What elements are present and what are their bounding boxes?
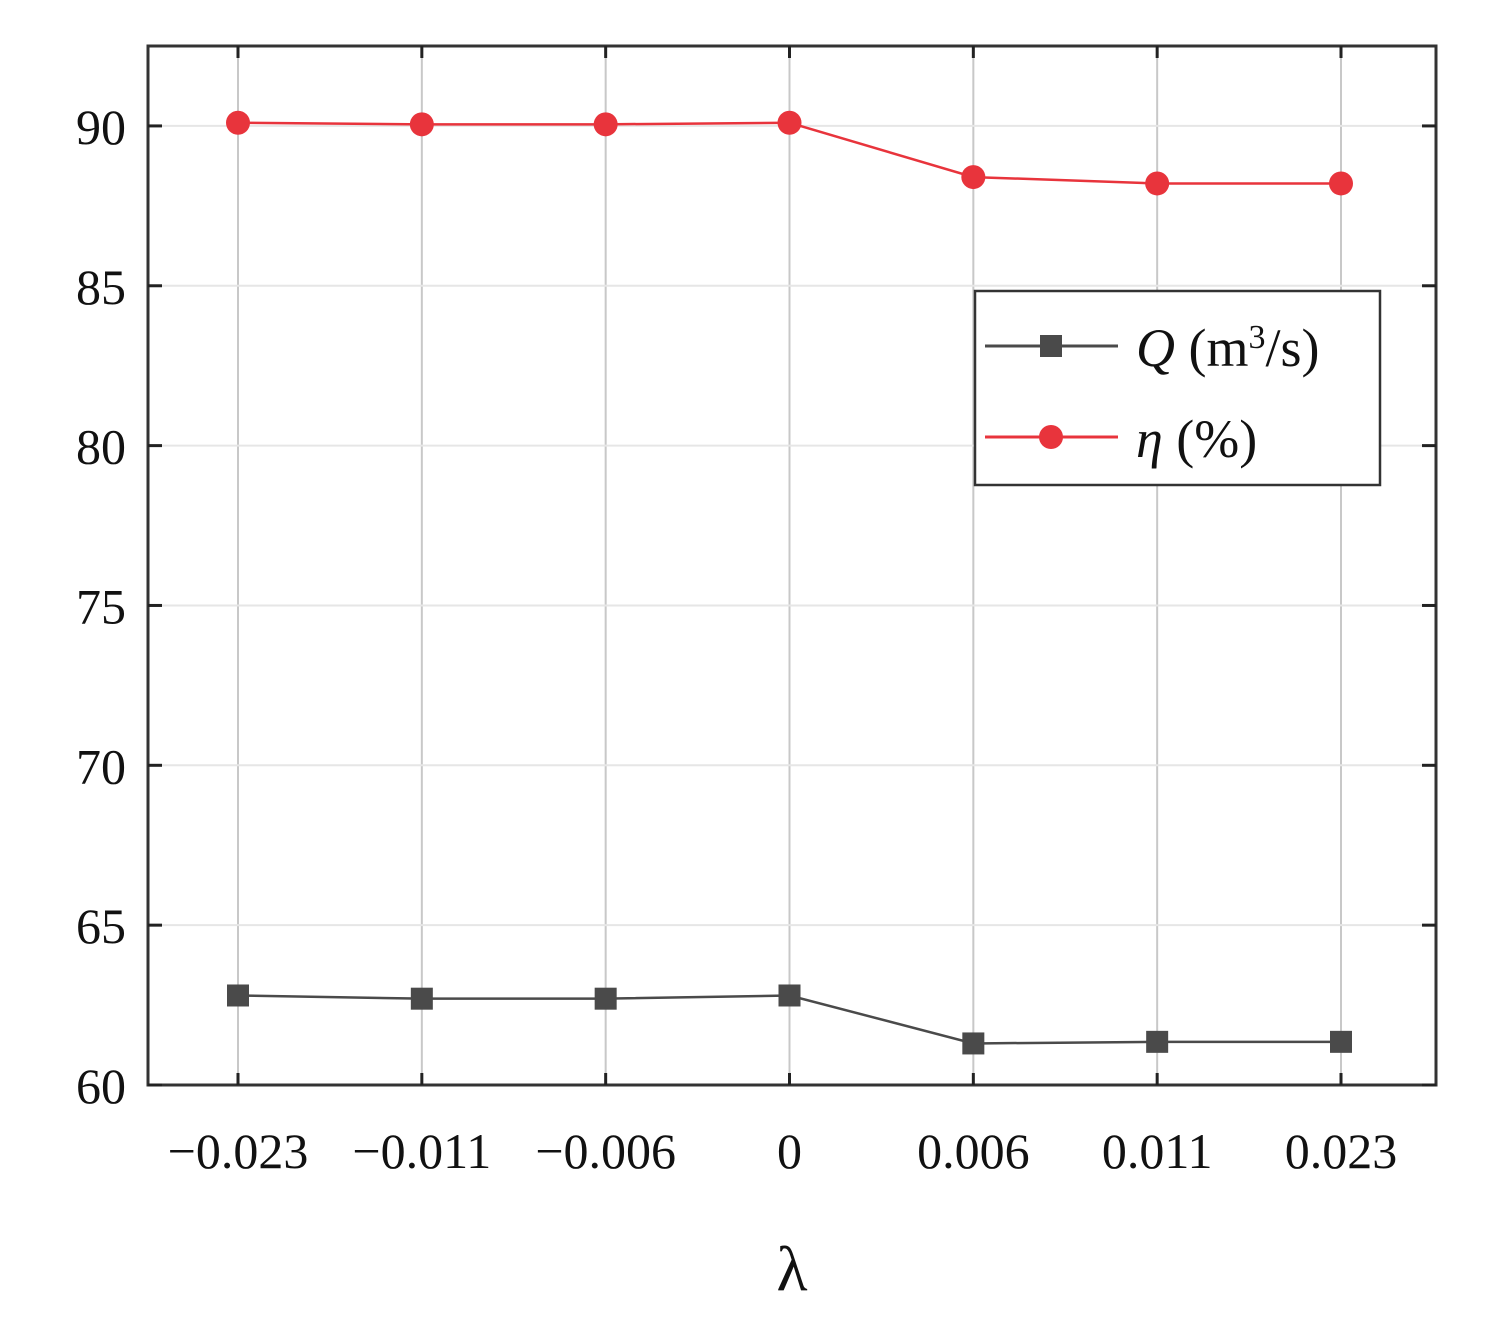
x-tick-label: −0.011: [352, 1123, 491, 1179]
data-point-square: [227, 984, 249, 1007]
data-point-circle: [226, 110, 250, 135]
x-tick-label: 0: [777, 1123, 802, 1179]
series-eta: [226, 110, 1353, 196]
y-tick-label: 85: [76, 259, 126, 315]
legend-symbol: η: [1136, 409, 1163, 469]
x-tick-label: −0.006: [535, 1123, 676, 1179]
data-point-square: [1330, 1030, 1352, 1053]
x-tick-labels: −0.023 −0.011 −0.006 0 0.006 0.011 0.023: [168, 1123, 1398, 1179]
data-point-square: [778, 984, 801, 1007]
legend-item: η (%): [985, 409, 1257, 469]
x-tick-label: 0.023: [1285, 1123, 1398, 1179]
series-layer: [226, 110, 1353, 1055]
legend-marker-square: [1040, 335, 1062, 357]
y-tick-label: 60: [76, 1058, 126, 1114]
data-point-circle: [1145, 171, 1170, 196]
legend-symbol: Q: [1136, 318, 1175, 378]
data-point-square: [962, 1032, 985, 1055]
legend: Q (m3/s)η (%): [973, 289, 1382, 487]
y-tick-label: 80: [76, 419, 126, 475]
legend-item: Q (m3/s): [985, 318, 1320, 378]
data-point-circle: [961, 165, 986, 190]
y-tick-labels: 60 65 70 75 80 85 90: [76, 99, 126, 1114]
legend-marker-circle: [1039, 425, 1063, 449]
data-point-circle: [1329, 171, 1353, 196]
y-tick-label: 70: [76, 738, 126, 794]
x-axis-title: λ: [776, 1233, 807, 1304]
legend-unit-superscript: 3: [1249, 319, 1266, 356]
plot-frame: [146, 44, 1438, 1087]
y-tick-label: 65: [76, 898, 126, 954]
legend-label: Q (m3/s): [1136, 318, 1320, 378]
legend-unit: (%): [1163, 409, 1257, 469]
y-tick-label: 75: [76, 578, 126, 634]
data-point-square: [410, 987, 433, 1010]
data-point-square: [594, 987, 617, 1010]
series-q: [227, 984, 1352, 1055]
data-point-square: [1146, 1030, 1169, 1053]
x-tick-label: 0.006: [917, 1123, 1030, 1179]
legend-unit: (m: [1175, 318, 1249, 378]
legend-box: [973, 289, 1382, 487]
grid-lines: [148, 46, 1436, 1085]
y-tick-label: 90: [76, 99, 126, 155]
legend-label: η (%): [1136, 409, 1257, 469]
axis-ticks: [148, 46, 1436, 1087]
data-point-circle: [409, 112, 434, 137]
data-point-circle: [593, 112, 618, 137]
x-tick-label: 0.011: [1102, 1123, 1213, 1179]
data-point-circle: [777, 110, 802, 135]
x-tick-label: −0.023: [168, 1123, 309, 1179]
legend-unit-suffix: /s): [1266, 318, 1320, 378]
